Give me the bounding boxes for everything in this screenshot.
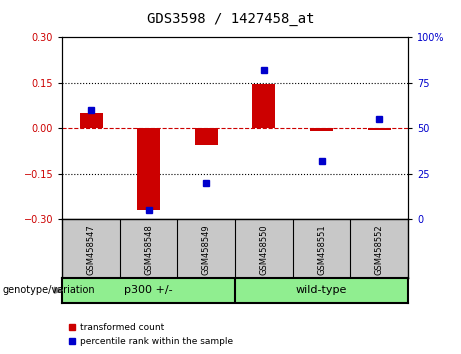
- Text: GSM458547: GSM458547: [87, 224, 95, 275]
- Text: GSM458550: GSM458550: [260, 224, 268, 275]
- Text: GSM458548: GSM458548: [144, 224, 153, 275]
- Bar: [368, 128, 390, 130]
- Text: GSM458549: GSM458549: [202, 224, 211, 275]
- Bar: [79, 113, 102, 128]
- Text: GSM458551: GSM458551: [317, 224, 326, 275]
- Text: p300 +/-: p300 +/-: [124, 285, 173, 295]
- Bar: [310, 128, 333, 131]
- Bar: [137, 128, 160, 210]
- Text: genotype/variation: genotype/variation: [2, 285, 95, 295]
- Bar: [253, 84, 276, 128]
- Bar: [195, 128, 218, 145]
- Text: wild-type: wild-type: [296, 285, 347, 295]
- Polygon shape: [54, 287, 63, 293]
- Text: GDS3598 / 1427458_at: GDS3598 / 1427458_at: [147, 12, 314, 27]
- Legend: transformed count, percentile rank within the sample: transformed count, percentile rank withi…: [65, 320, 236, 349]
- Text: GSM458552: GSM458552: [375, 224, 384, 275]
